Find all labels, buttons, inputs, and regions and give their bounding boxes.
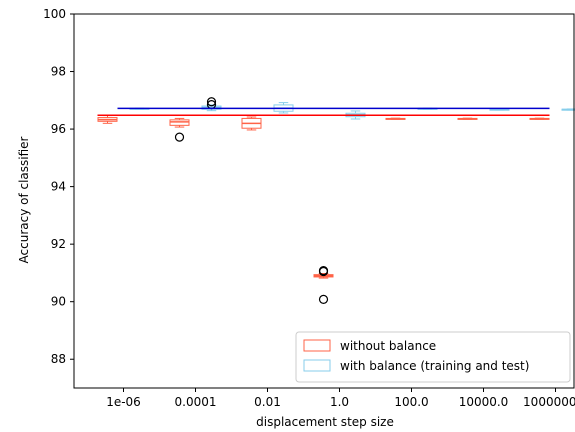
legend-label-1: with balance (training and test) [340, 359, 529, 373]
y-tick-label: 94 [51, 180, 66, 194]
flier-point [174, 132, 185, 142]
plot-area [97, 97, 575, 304]
legend-label-0: without balance [340, 339, 436, 353]
flier-point [206, 97, 217, 107]
box-0-5 [457, 117, 478, 120]
box-1-5 [489, 108, 510, 111]
box-1-6 [561, 108, 575, 111]
y-tick-label: 96 [51, 122, 66, 136]
y-tick-label: 100 [43, 7, 66, 21]
x-tick-label: 1000000.0 [523, 395, 575, 409]
y-tick-label: 90 [51, 295, 66, 309]
x-tick-label: 10000.0 [459, 395, 509, 409]
box-0-4 [385, 117, 406, 120]
box-0-3 [313, 266, 334, 304]
box-0-1 [169, 117, 190, 142]
x-tick-label: 1e-06 [106, 395, 141, 409]
axes-frame [73, 13, 575, 389]
flier-point [318, 266, 329, 276]
legend-frame [295, 331, 571, 383]
box-0-2 [241, 116, 262, 131]
legend-swatch-1 [303, 359, 331, 372]
legend-swatch-0 [303, 339, 331, 352]
x-tick-label: 0.0001 [175, 395, 217, 409]
flier-point [318, 294, 329, 304]
y-tick-label: 92 [51, 237, 66, 251]
x-tick-label: 1.0 [330, 395, 349, 409]
y-axis-label: Accuracy of classifier [17, 136, 31, 263]
x-axis-label: displacement step size [256, 415, 394, 429]
axes: 88 90 92 94 96 98 100 1e-06 0.0001 0.01 1.0 100.0 10… [43, 7, 575, 409]
y-tick-label: 98 [51, 65, 66, 79]
y-tick-label: 88 [51, 352, 66, 366]
box-0-6 [529, 117, 550, 120]
x-tick-label: 0.01 [254, 395, 281, 409]
legend: without balance with balance (training an… [295, 331, 571, 383]
x-tick-label: 100.0 [394, 395, 428, 409]
